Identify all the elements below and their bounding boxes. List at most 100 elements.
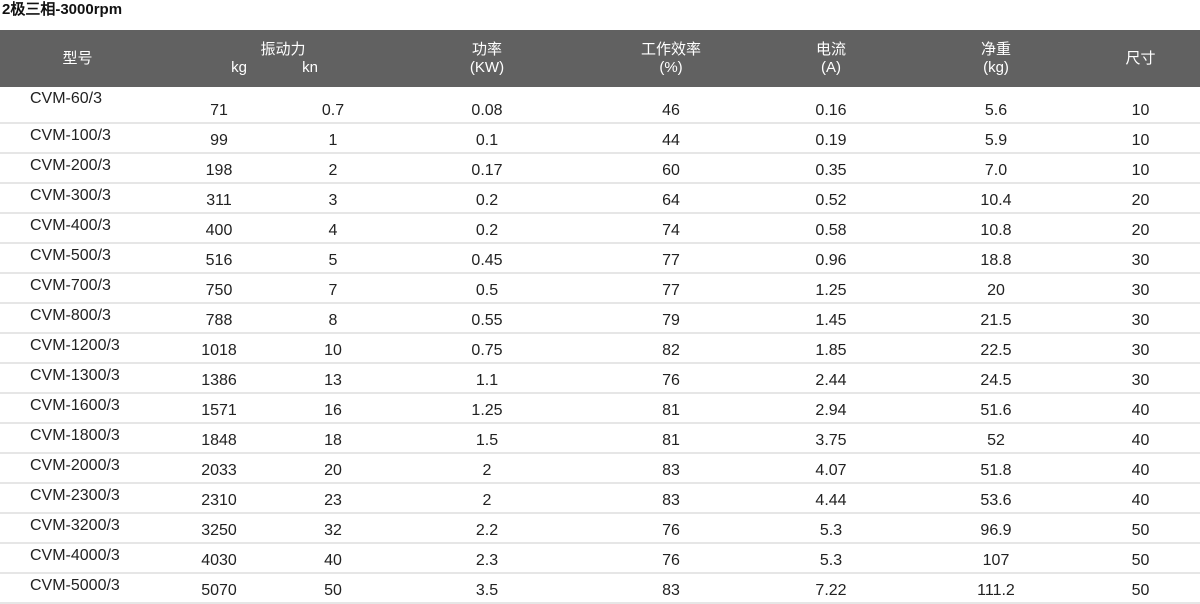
cell-weight: 21.5: [911, 303, 1081, 334]
cell-efficiency: 83: [591, 483, 751, 514]
cell-power: 3.5: [383, 573, 591, 604]
cell-efficiency: 81: [591, 423, 751, 454]
cell-model: CVM-1200/3: [0, 333, 155, 364]
cell-force-kg: 516: [155, 243, 283, 274]
cell-efficiency: 46: [591, 87, 751, 124]
header-power: 功率 (KW): [383, 30, 591, 87]
cell-model: CVM-1800/3: [0, 423, 155, 454]
header-model-label: 型号: [62, 49, 93, 67]
header-efficiency-label: 工作效率: [640, 40, 701, 58]
cell-force-kg: 4030: [155, 543, 283, 574]
cell-force-kg: 311: [155, 183, 283, 214]
cell-power: 0.1: [383, 123, 591, 154]
cell-current: 2.44: [751, 363, 911, 394]
cell-model: CVM-5000/3: [0, 573, 155, 604]
cell-weight: 24.5: [911, 363, 1081, 394]
cell-force-kg: 1018: [155, 333, 283, 364]
cell-force-kn: 18: [283, 423, 383, 454]
cell-model: CVM-2300/3: [0, 483, 155, 514]
cell-current: 4.07: [751, 453, 911, 484]
cell-power: 0.08: [383, 87, 591, 124]
cell-efficiency: 79: [591, 303, 751, 334]
header-force-kn: kn: [302, 58, 318, 76]
cell-force-kg: 3250: [155, 513, 283, 544]
cell-power: 1.1: [383, 363, 591, 394]
table-row: CVM-4000/3 4030 40 2.3 76 5.3 107 50: [0, 543, 1200, 574]
table-row: CVM-3200/3 3250 32 2.2 76 5.3 96.9 50: [0, 513, 1200, 544]
header-force-label: 振动力: [260, 40, 306, 58]
cell-current: 0.35: [751, 153, 911, 184]
cell-force-kn: 0.7: [283, 87, 383, 124]
cell-force-kg: 1848: [155, 423, 283, 454]
cell-current: 0.16: [751, 87, 911, 124]
cell-size: 20: [1081, 183, 1200, 214]
cell-size: 50: [1081, 513, 1200, 544]
cell-size: 10: [1081, 153, 1200, 184]
cell-model: CVM-4000/3: [0, 543, 155, 574]
cell-model: CVM-3200/3: [0, 513, 155, 544]
cell-size: 20: [1081, 213, 1200, 244]
cell-efficiency: 81: [591, 393, 751, 424]
cell-force-kn: 32: [283, 513, 383, 544]
table-row: CVM-100/3 99 1 0.1 44 0.19 5.9 10: [0, 123, 1200, 154]
table-row: CVM-60/3 71 0.7 0.08 46 0.16 5.6 10: [0, 87, 1200, 124]
cell-size: 40: [1081, 393, 1200, 424]
cell-weight: 96.9: [911, 513, 1081, 544]
cell-model: CVM-200/3: [0, 153, 155, 184]
cell-weight: 20: [911, 273, 1081, 304]
cell-weight: 5.9: [911, 123, 1081, 154]
cell-power: 0.5: [383, 273, 591, 304]
cell-efficiency: 77: [591, 243, 751, 274]
cell-force-kg: 2033: [155, 453, 283, 484]
table-row: CVM-800/3 788 8 0.55 79 1.45 21.5 30: [0, 303, 1200, 334]
cell-current: 2.94: [751, 393, 911, 424]
cell-power: 1.5: [383, 423, 591, 454]
cell-model: CVM-800/3: [0, 303, 155, 334]
cell-force-kn: 7: [283, 273, 383, 304]
cell-force-kn: 3: [283, 183, 383, 214]
cell-force-kg: 71: [155, 87, 283, 124]
cell-force-kn: 4: [283, 213, 383, 244]
cell-efficiency: 83: [591, 573, 751, 604]
cell-size: 30: [1081, 363, 1200, 394]
header-force-units: kg kn: [155, 59, 383, 77]
cell-model: CVM-1600/3: [0, 393, 155, 424]
header-current: 电流 (A): [751, 30, 911, 87]
cell-size: 30: [1081, 333, 1200, 364]
cell-power: 0.75: [383, 333, 591, 364]
table-row: CVM-2300/3 2310 23 2 83 4.44 53.6 40: [0, 483, 1200, 514]
header-size-label: 尺寸: [1125, 49, 1156, 67]
cell-size: 40: [1081, 483, 1200, 514]
header-size: 尺寸: [1081, 30, 1200, 87]
cell-current: 0.96: [751, 243, 911, 274]
cell-weight: 10.4: [911, 183, 1081, 214]
cell-efficiency: 44: [591, 123, 751, 154]
cell-weight: 22.5: [911, 333, 1081, 364]
cell-efficiency: 74: [591, 213, 751, 244]
cell-weight: 53.6: [911, 483, 1081, 514]
cell-efficiency: 60: [591, 153, 751, 184]
cell-current: 7.22: [751, 573, 911, 604]
header-weight-unit: (kg): [983, 58, 1009, 76]
cell-weight: 51.6: [911, 393, 1081, 424]
cell-force-kg: 198: [155, 153, 283, 184]
table-body: CVM-60/3 71 0.7 0.08 46 0.16 5.6 10 CVM-100/3 99 1…: [0, 87, 1200, 604]
table-row: CVM-500/3 516 5 0.45 77 0.96 18.8 30: [0, 243, 1200, 274]
table-row: CVM-1800/3 1848 18 1.5 81 3.75 52 40: [0, 423, 1200, 454]
cell-weight: 10.8: [911, 213, 1081, 244]
cell-model: CVM-1300/3: [0, 363, 155, 394]
cell-force-kn: 10: [283, 333, 383, 364]
cell-model: CVM-60/3: [0, 87, 155, 124]
table-row: CVM-400/3 400 4 0.2 74 0.58 10.8 20: [0, 213, 1200, 244]
cell-force-kn: 23: [283, 483, 383, 514]
cell-model: CVM-500/3: [0, 243, 155, 274]
cell-efficiency: 77: [591, 273, 751, 304]
cell-force-kg: 788: [155, 303, 283, 334]
cell-model: CVM-2000/3: [0, 453, 155, 484]
header-power-unit: (KW): [469, 58, 505, 76]
cell-power: 2: [383, 453, 591, 484]
cell-power: 0.17: [383, 153, 591, 184]
cell-force-kn: 20: [283, 453, 383, 484]
header-power-label: 功率: [471, 40, 502, 58]
cell-power: 0.45: [383, 243, 591, 274]
